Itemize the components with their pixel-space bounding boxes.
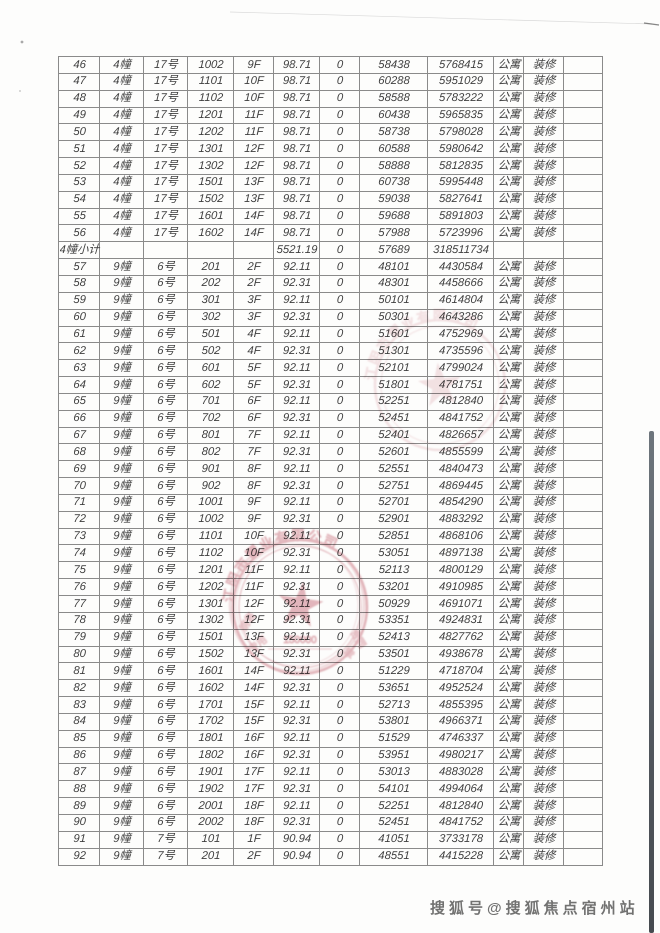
svg-text:江阴市置业有限公司: 江阴市置业有限公司 bbox=[363, 308, 482, 381]
svg-text:150000: 150000 bbox=[283, 635, 317, 646]
svg-text:江阴市置业有限公司: 江阴市置业有限公司 bbox=[221, 528, 341, 604]
